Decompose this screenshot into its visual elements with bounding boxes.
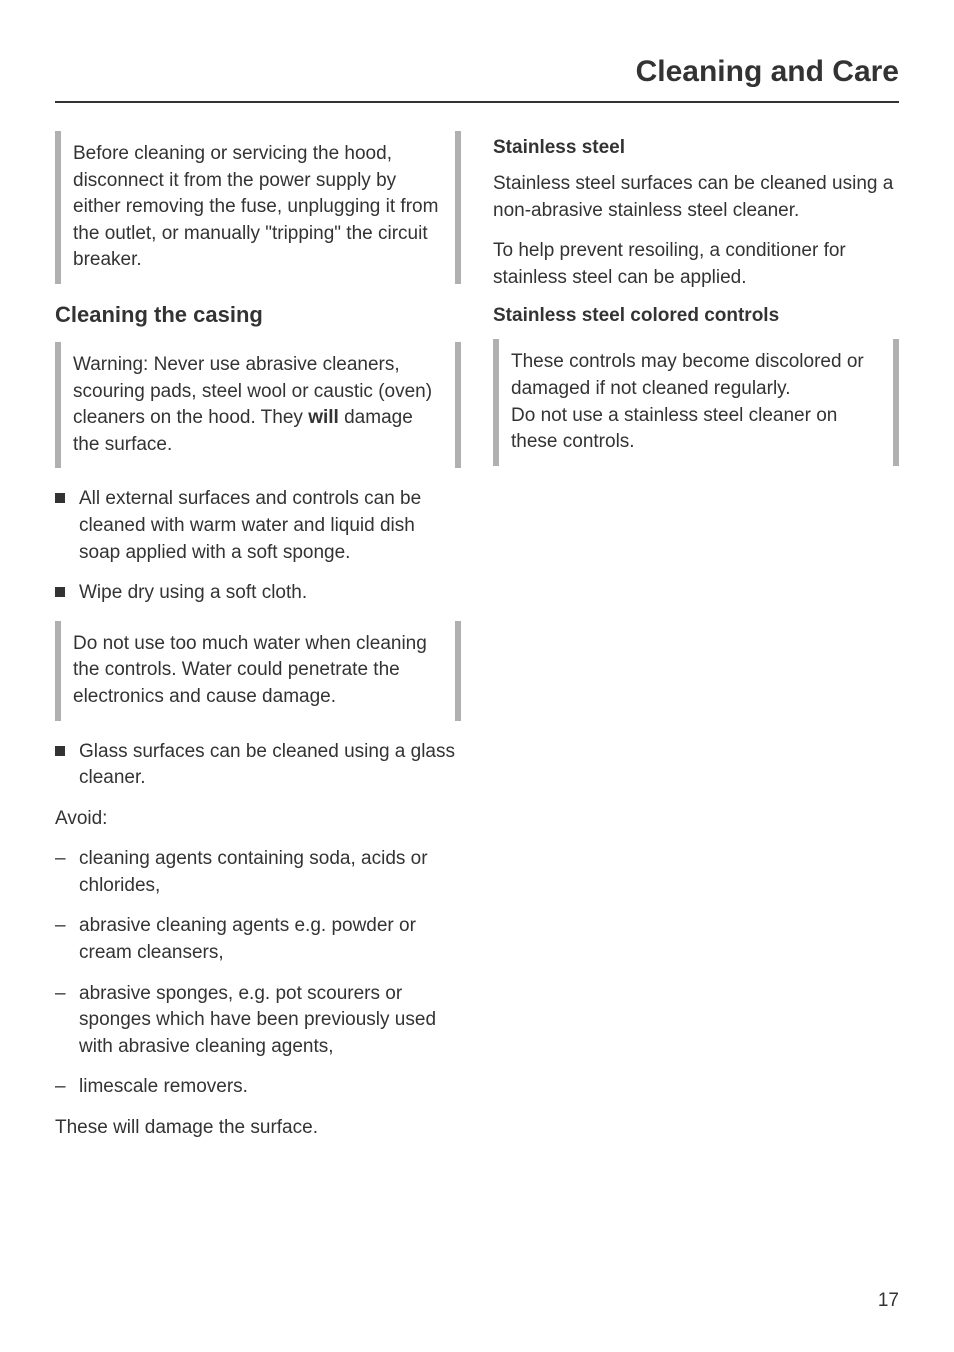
- callout-controls-line2: Do not use a stainless steel cleaner on …: [511, 405, 837, 453]
- left-column: Before cleaning or servicing the hood, d…: [55, 131, 461, 1156]
- list-item: abrasive sponges, e.g. pot scourers or s…: [55, 981, 461, 1061]
- callout-controls: These controls may become discolored or …: [493, 339, 899, 465]
- page-title: Cleaning and Care: [55, 55, 899, 103]
- callout-controls-line1: These controls may become discolored or …: [511, 351, 864, 399]
- callout-water: Do not use too much water when cleaning …: [55, 621, 461, 721]
- bullet-list-cleaning: All external surfaces and controls can b…: [55, 486, 461, 606]
- list-item: Glass surfaces can be cleaned using a gl…: [55, 739, 461, 792]
- bullet-list-glass: Glass surfaces can be cleaned using a gl…: [55, 739, 461, 792]
- content-columns: Before cleaning or servicing the hood, d…: [55, 131, 899, 1156]
- list-item: Wipe dry using a soft cloth.: [55, 580, 461, 607]
- para-damage-surface: These will damage the surface.: [55, 1115, 461, 1142]
- avoid-label: Avoid:: [55, 806, 461, 833]
- list-item: cleaning agents containing soda, acids o…: [55, 846, 461, 899]
- para-ss-cleaner: Stainless steel surfaces can be cleaned …: [493, 171, 899, 224]
- list-item: abrasive cleaning agents e.g. powder or …: [55, 913, 461, 966]
- subheading-stainless-steel: Stainless steel: [493, 137, 899, 159]
- callout-warning-bold: will: [308, 407, 339, 428]
- right-column: Stainless steel Stainless steel surfaces…: [493, 131, 899, 1156]
- list-item: limescale removers.: [55, 1074, 461, 1101]
- para-ss-conditioner: To help prevent resoiling, a conditioner…: [493, 238, 899, 291]
- heading-cleaning-casing: Cleaning the casing: [55, 302, 461, 328]
- callout-warning-abrasive: Warning: Never use abrasive cleaners, sc…: [55, 342, 461, 468]
- list-item: All external surfaces and controls can b…: [55, 486, 461, 566]
- page-number: 17: [878, 1290, 899, 1312]
- callout-disconnect: Before cleaning or servicing the hood, d…: [55, 131, 461, 284]
- avoid-list: cleaning agents containing soda, acids o…: [55, 846, 461, 1101]
- subheading-ss-controls: Stainless steel colored controls: [493, 305, 899, 327]
